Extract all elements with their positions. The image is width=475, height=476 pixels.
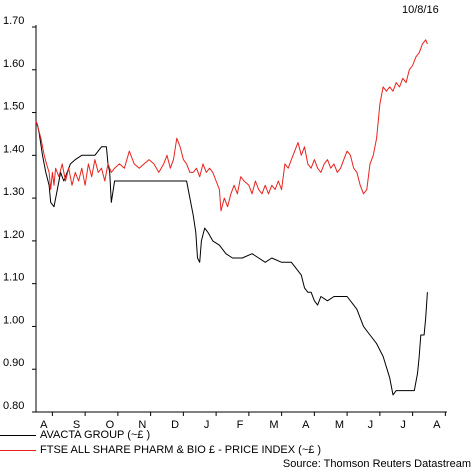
legend-swatch-ftse: [0, 449, 36, 451]
x-tick-label: O: [106, 419, 115, 431]
y-tick-label: 1.70: [3, 15, 24, 27]
y-tick-label: 1.20: [3, 229, 24, 241]
y-tick-label: 1.00: [3, 314, 24, 326]
x-tick-label: D: [171, 419, 179, 431]
series-line-ftse: [35, 39, 428, 212]
y-tick-label: 1.50: [3, 101, 24, 113]
y-tick-label: 0.90: [3, 357, 24, 369]
x-tick-label: S: [73, 419, 80, 431]
x-tick-label: J: [368, 419, 374, 431]
y-axis: 1.70 1.60 1.50 1.40 1.30 1.20 1.10 1.00 0.90 0.80: [3, 15, 36, 413]
legend-label-avacta: AVACTA GROUP (~£ ): [40, 429, 151, 441]
x-tick-label: M: [269, 419, 278, 431]
legend-item-avacta: AVACTA GROUP (~£ ): [0, 428, 150, 442]
x-tick-label: J: [400, 419, 406, 431]
legend-label-ftse: FTSE ALL SHARE PHARM & BIO £ - PRICE IND…: [40, 444, 322, 456]
x-tick-label: A: [433, 419, 441, 431]
date-label: 10/8/16: [402, 4, 439, 16]
x-tick-label: A: [40, 419, 48, 431]
legend-swatch-avacta: [0, 434, 36, 436]
y-tick-label: 1.30: [3, 186, 24, 198]
series-lines: [35, 39, 428, 396]
plot-frame: [35, 25, 447, 413]
x-tick-label: J: [204, 419, 210, 431]
x-tick-label: N: [138, 419, 146, 431]
x-tick-label: A: [302, 419, 310, 431]
y-tick-label: 1.10: [3, 272, 24, 284]
x-tick-label: M: [335, 419, 344, 431]
y-tick-label: 0.80: [3, 400, 24, 412]
series-line-avacta: [35, 120, 428, 396]
legend-item-ftse: FTSE ALL SHARE PHARM & BIO £ - PRICE IND…: [0, 443, 321, 457]
y-tick-label: 1.40: [3, 143, 24, 155]
x-tick-label: F: [237, 419, 244, 431]
y-tick-label: 1.60: [3, 58, 24, 70]
source-label: Source: Thomson Reuters Datastream: [282, 458, 471, 470]
